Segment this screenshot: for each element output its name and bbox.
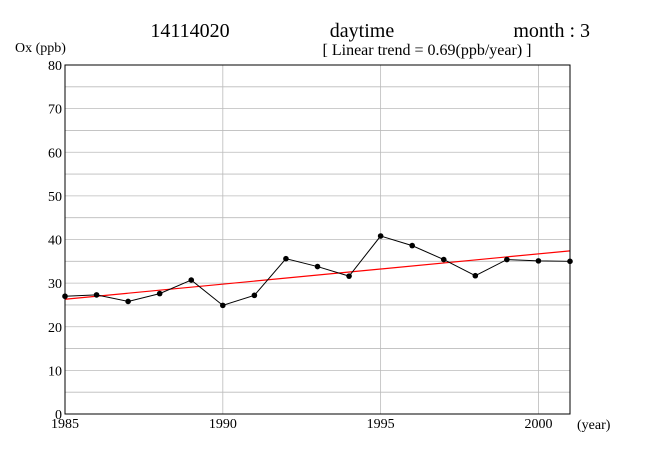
- data-point: [156, 290, 163, 297]
- trend-line-group: [64, 250, 571, 300]
- station-id: 14114020: [150, 20, 229, 42]
- month-label: month : 3: [513, 20, 590, 42]
- x-axis-label: (year): [577, 418, 611, 433]
- data-point: [251, 292, 258, 299]
- data-point: [188, 277, 195, 283]
- data-point: [377, 233, 384, 239]
- y-tick-label: 80: [48, 59, 62, 74]
- trend-line: [64, 250, 571, 300]
- data-point: [504, 256, 510, 263]
- plot-frame: [64, 64, 571, 415]
- data-point: [314, 263, 321, 270]
- x-tick-label: 1990: [209, 417, 237, 432]
- data-point: [472, 272, 479, 279]
- y-tick-label: 30: [48, 277, 62, 292]
- y-tick-label: 40: [48, 234, 62, 249]
- y-tick-label: 70: [48, 103, 62, 118]
- tick-labels: 0 10 20 30 40 50 60 70 80 1985 1990 1995 2000: [48, 59, 552, 432]
- y-tick-label: 60: [48, 146, 62, 161]
- y-axis-label: Ox (ppb): [15, 41, 66, 56]
- y-tick-label: 10: [48, 364, 62, 379]
- grid: [64, 64, 570, 415]
- data-point: [409, 242, 415, 249]
- series-line: [64, 235, 571, 306]
- data-point: [283, 255, 289, 262]
- data-point: [440, 256, 447, 263]
- data-point: [220, 302, 226, 309]
- y-tick-label: 20: [48, 321, 62, 336]
- data-point: [346, 273, 352, 279]
- x-tick-label: 1995: [367, 417, 395, 432]
- data-point: [535, 258, 542, 264]
- data-point: [125, 298, 131, 305]
- y-tick-label: 50: [48, 190, 62, 205]
- x-tick-label: 2000: [524, 417, 552, 432]
- x-tick-label: 1985: [51, 417, 79, 432]
- y-tick-label: 0: [55, 408, 62, 423]
- data-series: [62, 233, 573, 309]
- period-label: daytime: [330, 20, 395, 42]
- trend-label: [ Linear trend = 0.69(ppb/year) ]: [323, 42, 532, 59]
- data-point: [93, 292, 100, 298]
